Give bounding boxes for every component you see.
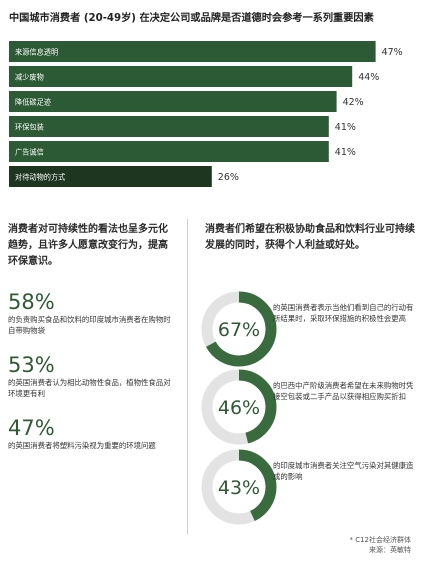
- stat-description: 的英国消费者认为相比动物性食品，植物性食品对环境更有利: [8, 378, 171, 398]
- footnote-source: 来源：英敏特: [369, 546, 411, 554]
- bar: [9, 91, 337, 112]
- stat-block: 53% 的英国消费者认为相比动物性食品，植物性食品对环境更有利: [8, 354, 176, 399]
- bar-category-label: 减少废物: [15, 73, 44, 82]
- donut-row: 67% 的英国消费者表示当他们看到自己的行动有所结果时，采取环保措施的积极性会更…: [200, 290, 420, 370]
- bar-chart: 来源信息透明 47% 减少废物 44% 降低碳足迹 42% 环保包装 41% 广告诚信 41% 对待…: [9, 41, 403, 187]
- stat-description: 的负责购买食品和饮料的印度城市消费者在购物时自带购物袋: [8, 315, 171, 335]
- stat-percentage: 53%: [8, 353, 55, 377]
- donut-description: 的巴西中产阶级消费者希望在未来购物时凭接空包装或二手产品以获得相应购买折扣: [273, 381, 414, 401]
- bar-value-label: 47%: [382, 47, 403, 58]
- donut-segment: [201, 449, 277, 525]
- donut-description: 的英国消费者表示当他们看到自己的行动有所结果时，采取环保措施的积极性会更高: [273, 303, 414, 323]
- bar: [9, 166, 212, 187]
- donut-segment: [201, 291, 277, 367]
- bar-category-label: 环保包装: [15, 123, 44, 132]
- column-divider: [187, 219, 188, 534]
- donut-percentage-label: 67%: [218, 319, 260, 341]
- donut-description: 的印度城市消费者关注空气污染对其健康造成的影响: [273, 461, 414, 481]
- bar-value-label: 26%: [218, 172, 239, 183]
- stat-percentage: 47%: [8, 416, 55, 440]
- donut-chart: 67%: [201, 291, 277, 367]
- donut-percentage-label: 43%: [218, 477, 260, 499]
- bar-category-label: 广告诚信: [15, 148, 44, 157]
- bar: [9, 141, 329, 162]
- stat-description: 的英国消费者将塑料污染视为重要的环境问题: [8, 441, 156, 450]
- left-column: 消费者对可持续性的看法也呈多元化趋势，且许多人愿意改变行为，提高环保意识。: [8, 222, 176, 270]
- donut-row: 43% 的印度城市消费者关注空气污染对其健康造成的影响: [200, 448, 420, 528]
- donut-percentage-label: 46%: [218, 397, 260, 419]
- stat-block: 47% 的英国消费者将塑料污染视为重要的环境问题: [8, 417, 176, 451]
- bar: [9, 41, 376, 62]
- donut-chart: 46%: [201, 369, 277, 445]
- donut-chart: 43%: [201, 449, 277, 525]
- footnote-group-note: * C12社会经济群体: [349, 536, 411, 544]
- bar-value-label: 44%: [358, 72, 379, 83]
- stat-percentage: 58%: [8, 290, 55, 314]
- left-section-heading: 消费者对可持续性的看法也呈多元化趋势，且许多人愿意改变行为，提高环保意识。: [8, 224, 168, 267]
- bar-value-label: 42%: [343, 97, 364, 108]
- chart-title: 中国城市消费者 (20-49岁) 在决定公司或品牌是否道德时会参考一系列重要因素: [9, 13, 374, 24]
- donut-segment: [201, 369, 277, 445]
- stat-block: 58% 的负责购买食品和饮料的印度城市消费者在购物时自带购物袋: [8, 291, 176, 336]
- right-section-heading: 消费者们希望在积极协助食品和饮料行业可持续发展的同时，获得个人利益或好处。: [205, 224, 415, 251]
- right-column: 消费者们希望在积极协助食品和饮料行业可持续发展的同时，获得个人利益或好处。: [205, 222, 415, 254]
- bar-category-label: 对待动物的方式: [15, 173, 65, 182]
- bar: [9, 66, 353, 87]
- bar: [9, 116, 329, 137]
- footnote: * C12社会经济群体 来源：英敏特: [349, 535, 411, 555]
- bar-value-label: 41%: [335, 147, 356, 158]
- donut-row: 46% 的巴西中产阶级消费者希望在未来购物时凭接空包装或二手产品以获得相应购买折…: [200, 368, 420, 448]
- bar-category-label: 来源信息透明: [15, 48, 58, 57]
- bar-category-label: 降低碳足迹: [15, 98, 51, 107]
- bar-value-label: 41%: [335, 122, 356, 133]
